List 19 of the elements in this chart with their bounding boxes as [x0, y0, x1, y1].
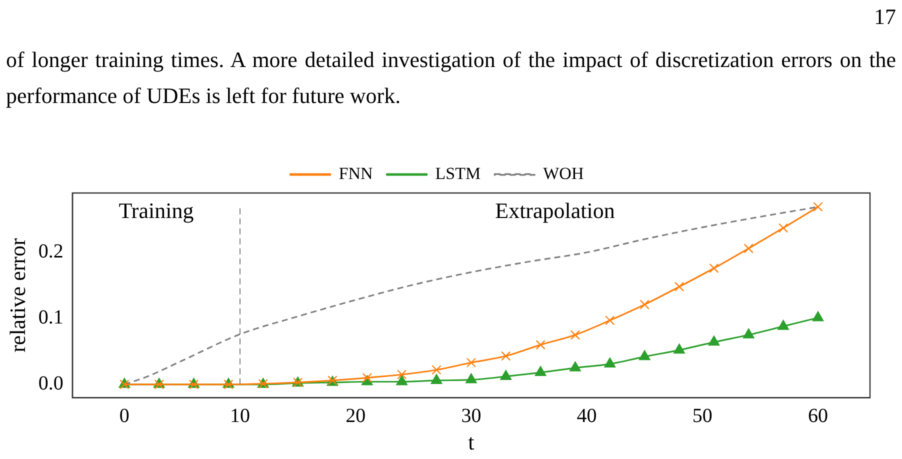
x-tick-label: 20: [346, 404, 366, 427]
y-tick-label: 0.1: [38, 306, 64, 329]
x-tick-label: 40: [576, 404, 597, 427]
text: of longer training times. A more detailed investigation of the impact of discretization errors on the performance of UDEs is left for future work.: [6, 46, 896, 110]
annotation: Extrapolation: [495, 198, 615, 223]
x-tick-label: 50: [692, 404, 712, 427]
legend-label: WOH: [543, 164, 584, 183]
x-tick-label: 30: [461, 404, 482, 427]
x-tick-label: 60: [808, 404, 828, 427]
x-tick-label: 0: [119, 404, 130, 427]
y-tick-label: 0.2: [38, 240, 64, 263]
annotation: Training: [118, 198, 194, 223]
legend-label: FNN: [338, 164, 373, 183]
y-axis-title: relative error: [4, 238, 30, 352]
x-axis-title: t: [468, 430, 474, 455]
text: 17: [874, 4, 896, 30]
y-tick-label: 0.0: [38, 372, 64, 395]
legend-label: LSTM: [435, 164, 481, 183]
x-tick-label: 10: [230, 404, 250, 427]
